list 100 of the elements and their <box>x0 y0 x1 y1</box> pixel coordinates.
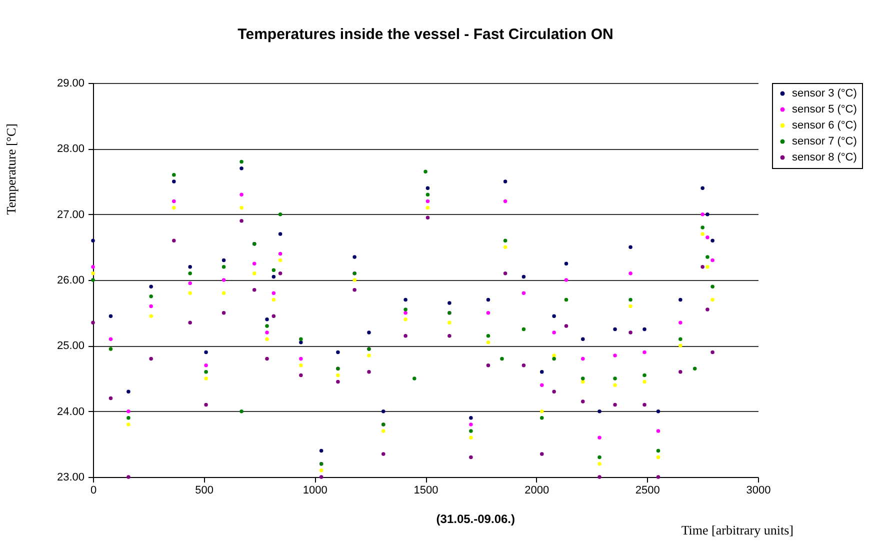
chart-title: Temperatures inside the vessel - Fast Circulation ON <box>238 26 614 43</box>
point <box>188 291 192 295</box>
point <box>706 308 710 312</box>
point <box>299 356 303 361</box>
point <box>404 310 408 315</box>
point <box>278 252 282 256</box>
point <box>172 238 176 242</box>
point <box>628 272 632 276</box>
y-tick-label: 24.00 <box>56 406 84 418</box>
point <box>469 436 473 440</box>
point <box>222 310 226 315</box>
point <box>188 265 192 269</box>
point <box>628 298 632 302</box>
point <box>500 356 504 361</box>
point <box>382 429 386 433</box>
point <box>706 265 710 269</box>
point <box>628 304 632 308</box>
y-tick-label: 27.00 <box>56 208 84 221</box>
point <box>486 364 490 368</box>
point <box>540 452 544 456</box>
point <box>598 475 602 479</box>
y-tick-label: 26.00 <box>56 274 84 286</box>
point <box>319 475 324 479</box>
point <box>91 272 95 276</box>
x-tick-label: 2000 <box>524 484 550 496</box>
point <box>240 409 244 414</box>
point <box>503 199 508 204</box>
point <box>564 262 568 266</box>
point <box>265 324 269 328</box>
point <box>367 370 371 374</box>
point <box>412 376 416 380</box>
legend-label: sensor 6 (°C) <box>792 120 857 132</box>
point <box>700 212 704 216</box>
point <box>204 370 208 374</box>
point <box>503 180 508 184</box>
point <box>613 354 617 358</box>
point <box>278 272 282 276</box>
point <box>108 314 113 318</box>
point <box>598 436 602 440</box>
point <box>552 390 556 394</box>
point <box>656 475 660 479</box>
point <box>706 255 710 259</box>
point <box>486 298 490 302</box>
point <box>222 278 226 282</box>
point <box>706 235 710 240</box>
point <box>272 314 276 318</box>
point <box>265 318 269 322</box>
point <box>240 219 244 223</box>
point <box>552 356 556 361</box>
point <box>240 160 244 164</box>
point <box>91 265 95 269</box>
point <box>265 356 269 361</box>
point <box>172 199 176 204</box>
point <box>486 310 490 315</box>
point <box>319 468 324 472</box>
point <box>628 330 632 334</box>
point <box>204 376 208 380</box>
point <box>469 429 473 433</box>
point <box>678 320 682 325</box>
point <box>700 265 704 269</box>
y-axis-title: Temperature [°C] <box>4 124 18 215</box>
point <box>278 258 282 262</box>
point <box>469 416 473 420</box>
y-tick-label: 29.00 <box>56 78 84 90</box>
point <box>272 268 276 272</box>
point <box>552 354 556 358</box>
point <box>299 364 303 368</box>
point <box>278 232 282 236</box>
point <box>710 258 714 262</box>
point <box>126 409 130 414</box>
point <box>299 373 303 378</box>
point <box>710 298 714 302</box>
point <box>426 186 430 190</box>
point <box>448 301 452 305</box>
point <box>581 337 585 341</box>
point <box>448 334 452 338</box>
point <box>126 422 130 426</box>
point <box>700 232 704 236</box>
point <box>172 206 176 210</box>
point <box>710 350 714 354</box>
point <box>240 206 244 210</box>
point <box>222 258 226 262</box>
x-tick-label: 3000 <box>746 484 771 496</box>
point <box>522 274 526 279</box>
point <box>656 409 660 414</box>
point <box>564 278 568 282</box>
point <box>628 245 632 250</box>
point <box>252 262 256 266</box>
point <box>613 383 617 387</box>
point <box>188 320 192 325</box>
point <box>540 383 544 387</box>
point <box>91 278 95 282</box>
point <box>522 291 526 295</box>
point <box>272 298 276 302</box>
point <box>404 334 408 338</box>
point <box>188 272 192 276</box>
legend-label: sensor 8 (°C) <box>792 152 857 164</box>
point <box>486 340 490 344</box>
point <box>613 402 617 407</box>
point <box>503 245 508 250</box>
